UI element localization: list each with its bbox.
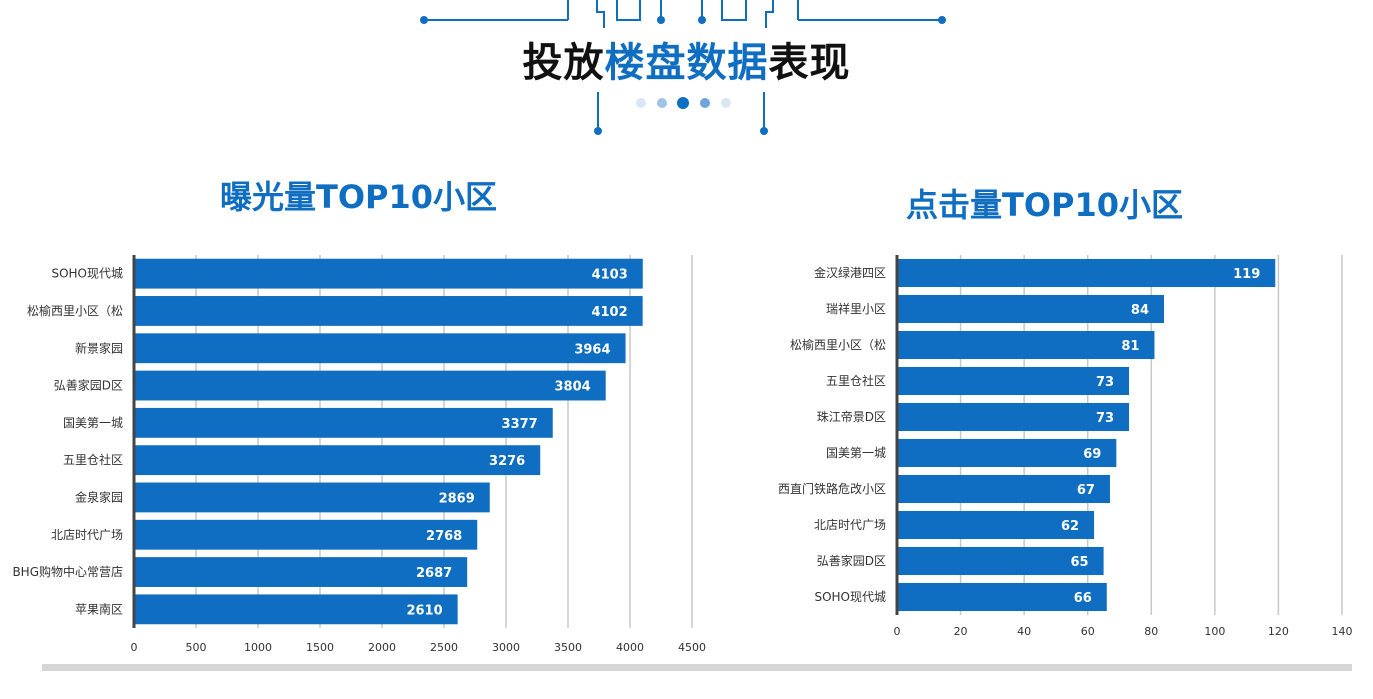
bar bbox=[134, 482, 490, 513]
bar bbox=[897, 510, 1095, 540]
category-label: 国美第一城 bbox=[63, 416, 123, 430]
category-label: 松榆西里小区（松 bbox=[27, 303, 123, 318]
x-tick-label: 20 bbox=[954, 625, 968, 638]
bar bbox=[134, 333, 626, 364]
pager-dots-decoration bbox=[636, 97, 731, 109]
category-label: 松榆西里小区（松 bbox=[790, 337, 886, 352]
x-tick-label: 4000 bbox=[616, 641, 644, 654]
x-tick-label: 1500 bbox=[306, 641, 334, 654]
bar-value-label: 73 bbox=[1096, 375, 1114, 390]
category-label: 金泉家园 bbox=[75, 489, 123, 504]
bar-value-label: 3804 bbox=[555, 380, 591, 395]
title-part3: 表现 bbox=[768, 40, 851, 86]
bar-value-label: 4102 bbox=[591, 305, 627, 320]
category-label: 金汉绿港四区 bbox=[814, 265, 886, 280]
bar-value-label: 3964 bbox=[574, 342, 610, 357]
x-tick-label: 3000 bbox=[492, 641, 520, 654]
bar-value-label: 66 bbox=[1074, 591, 1092, 606]
x-tick-label: 80 bbox=[1144, 625, 1158, 638]
x-tick-label: 2000 bbox=[368, 641, 396, 654]
category-label: 国美第一城 bbox=[826, 446, 886, 460]
category-label: 苹果南区 bbox=[75, 601, 123, 616]
x-tick-label: 0 bbox=[131, 641, 138, 654]
category-label: BHG购物中心常营店 bbox=[12, 564, 123, 579]
category-label: 弘善家园D区 bbox=[817, 553, 886, 568]
click-chart-title: 点击量TOP10小区 bbox=[906, 186, 1184, 224]
category-label: 珠江帝景D区 bbox=[817, 409, 886, 424]
bar-value-label: 2768 bbox=[426, 529, 462, 544]
exposure-chart-title: 曝光量TOP10小区 bbox=[220, 178, 498, 216]
category-label: 五里仓社区 bbox=[826, 373, 886, 388]
bar-value-label: 69 bbox=[1083, 447, 1101, 462]
x-tick-label: 1000 bbox=[244, 641, 272, 654]
page-title: 投放楼盘数据表现 bbox=[0, 30, 1373, 88]
x-tick-label: 500 bbox=[186, 641, 207, 654]
bar-value-label: 67 bbox=[1077, 483, 1095, 498]
bar-value-label: 65 bbox=[1071, 555, 1089, 570]
bar bbox=[897, 294, 1164, 324]
bar bbox=[897, 258, 1276, 288]
bar-value-label: 2687 bbox=[416, 566, 452, 581]
bar bbox=[134, 594, 458, 625]
category-label: SOHO现代城 bbox=[814, 590, 886, 604]
title-part1: 投放 bbox=[522, 40, 605, 86]
bar bbox=[897, 582, 1107, 612]
bar-value-label: 81 bbox=[1121, 339, 1139, 354]
bar-value-label: 3377 bbox=[502, 417, 538, 432]
bar-value-label: 119 bbox=[1233, 267, 1260, 282]
bar bbox=[897, 438, 1117, 468]
bar-value-label: 62 bbox=[1061, 519, 1079, 534]
x-tick-label: 60 bbox=[1081, 625, 1095, 638]
category-label: 瑞祥里小区 bbox=[826, 302, 886, 316]
bar-value-label: 4103 bbox=[592, 268, 628, 283]
category-label: 新景家园 bbox=[75, 340, 123, 355]
bar-value-label: 3276 bbox=[489, 454, 525, 469]
bar-value-label: 2610 bbox=[406, 603, 442, 618]
title-part2: 楼盘数据 bbox=[604, 40, 769, 86]
bar bbox=[897, 402, 1130, 432]
x-tick-label: 40 bbox=[1017, 625, 1031, 638]
x-tick-label: 3500 bbox=[554, 641, 582, 654]
category-label: 五里仓社区 bbox=[63, 452, 123, 467]
bar-value-label: 73 bbox=[1096, 411, 1114, 426]
x-tick-label: 4500 bbox=[678, 641, 706, 654]
bar bbox=[897, 546, 1104, 576]
x-tick-label: 120 bbox=[1268, 625, 1289, 638]
x-tick-label: 2500 bbox=[430, 641, 458, 654]
bar bbox=[134, 445, 541, 476]
bar bbox=[897, 366, 1130, 396]
x-tick-label: 100 bbox=[1204, 625, 1225, 638]
bar bbox=[897, 330, 1155, 360]
bar bbox=[134, 296, 643, 326]
bar-value-label: 2869 bbox=[439, 491, 475, 506]
category-label: 北店时代广场 bbox=[51, 528, 123, 542]
bar bbox=[134, 557, 468, 587]
category-label: 弘善家园D区 bbox=[54, 378, 123, 393]
bar bbox=[897, 474, 1110, 504]
bar bbox=[134, 370, 606, 401]
category-label: 西直门铁路危改小区 bbox=[778, 481, 886, 496]
bottom-divider bbox=[42, 664, 1352, 671]
bar bbox=[134, 258, 643, 289]
bar bbox=[134, 407, 553, 438]
x-tick-label: 140 bbox=[1332, 625, 1353, 638]
category-label: 北店时代广场 bbox=[814, 518, 886, 532]
bar bbox=[134, 519, 478, 550]
x-tick-label: 0 bbox=[894, 625, 901, 638]
bar-value-label: 84 bbox=[1131, 303, 1149, 318]
category-label: SOHO现代城 bbox=[51, 267, 123, 281]
